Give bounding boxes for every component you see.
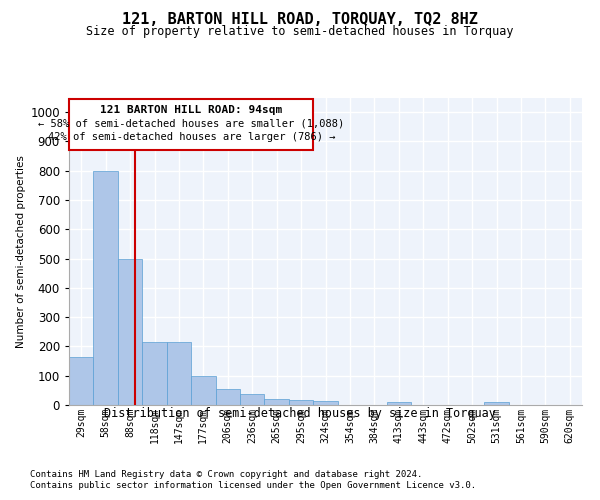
Bar — [167, 342, 191, 405]
Bar — [386, 402, 411, 405]
Bar — [265, 399, 289, 405]
Y-axis label: Number of semi-detached properties: Number of semi-detached properties — [16, 155, 26, 348]
Bar — [484, 402, 509, 405]
Text: 121 BARTON HILL ROAD: 94sqm: 121 BARTON HILL ROAD: 94sqm — [100, 105, 283, 115]
Bar — [289, 400, 313, 405]
Text: Contains HM Land Registry data © Crown copyright and database right 2024.: Contains HM Land Registry data © Crown c… — [30, 470, 422, 479]
Bar — [191, 376, 215, 405]
Text: 42% of semi-detached houses are larger (786) →: 42% of semi-detached houses are larger (… — [47, 132, 335, 142]
Bar — [94, 170, 118, 405]
Text: Distribution of semi-detached houses by size in Torquay: Distribution of semi-detached houses by … — [104, 408, 496, 420]
Bar — [69, 356, 94, 405]
Bar — [142, 342, 167, 405]
Bar — [313, 402, 338, 405]
Text: ← 58% of semi-detached houses are smaller (1,088): ← 58% of semi-detached houses are smalle… — [38, 118, 344, 128]
FancyBboxPatch shape — [70, 99, 313, 150]
Bar — [240, 394, 265, 405]
Bar — [118, 258, 142, 405]
Text: Contains public sector information licensed under the Open Government Licence v3: Contains public sector information licen… — [30, 481, 476, 490]
Text: Size of property relative to semi-detached houses in Torquay: Size of property relative to semi-detach… — [86, 25, 514, 38]
Text: 121, BARTON HILL ROAD, TORQUAY, TQ2 8HZ: 121, BARTON HILL ROAD, TORQUAY, TQ2 8HZ — [122, 12, 478, 28]
Bar — [215, 389, 240, 405]
